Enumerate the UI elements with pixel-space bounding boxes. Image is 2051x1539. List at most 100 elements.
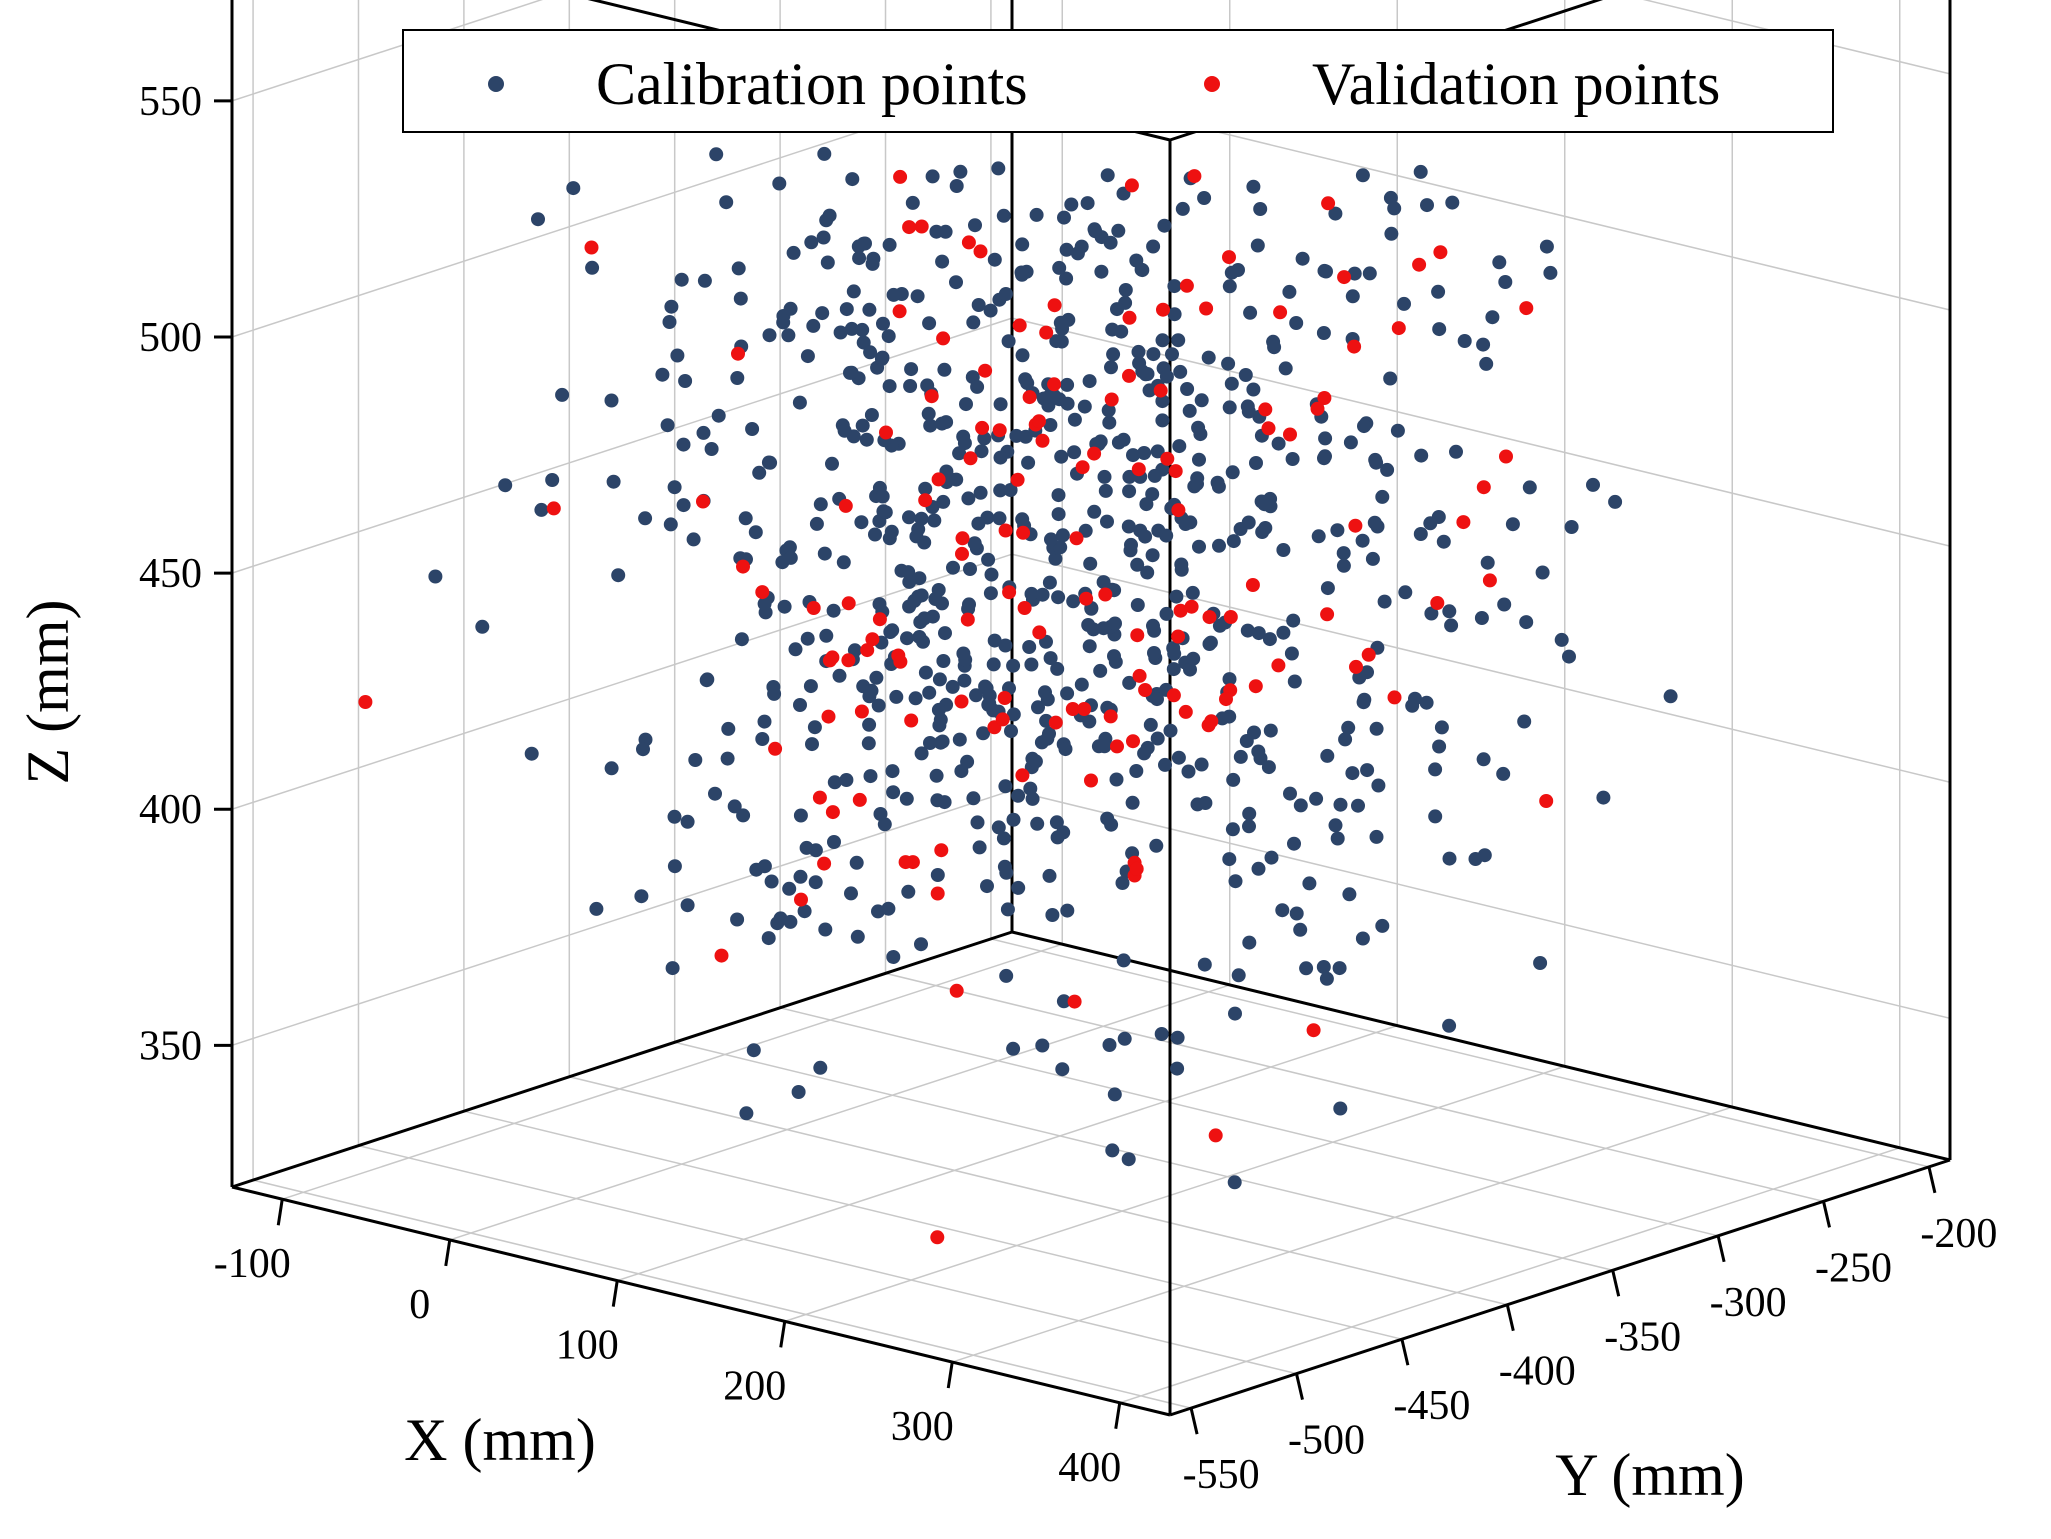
data-point bbox=[1047, 377, 1062, 392]
data-point bbox=[1543, 265, 1558, 280]
data-point bbox=[1125, 795, 1140, 810]
data-point bbox=[720, 751, 735, 766]
series-0 bbox=[428, 146, 1678, 1190]
data-point bbox=[1194, 757, 1209, 772]
data-point bbox=[1145, 548, 1160, 563]
y-tick bbox=[1505, 1304, 1515, 1332]
data-point bbox=[748, 525, 763, 540]
data-point bbox=[670, 348, 685, 363]
data-point bbox=[1375, 489, 1390, 504]
y-tick bbox=[1716, 1235, 1726, 1263]
data-point bbox=[1098, 483, 1113, 498]
data-point bbox=[817, 146, 832, 161]
data-point bbox=[1166, 688, 1181, 703]
data-point bbox=[852, 251, 867, 266]
floor-gridline-y bbox=[463, 1110, 1403, 1340]
data-point bbox=[1482, 573, 1497, 588]
data-point bbox=[1250, 238, 1265, 253]
data-point bbox=[1077, 702, 1092, 716]
data-point bbox=[1036, 391, 1051, 406]
data-point bbox=[1428, 762, 1443, 777]
data-point bbox=[819, 628, 834, 643]
data-point bbox=[738, 511, 753, 526]
y-axis-title: Y (mm) bbox=[1555, 1442, 1744, 1508]
data-point bbox=[1222, 852, 1237, 867]
data-point bbox=[1204, 714, 1219, 729]
data-point bbox=[1039, 325, 1054, 340]
data-point bbox=[1132, 356, 1147, 371]
data-point bbox=[734, 632, 749, 647]
data-point bbox=[766, 680, 781, 694]
data-point bbox=[1442, 604, 1457, 619]
data-point bbox=[1012, 318, 1027, 333]
data-point bbox=[1208, 1128, 1223, 1143]
data-point bbox=[555, 387, 570, 402]
data-point bbox=[998, 287, 1013, 301]
data-point bbox=[731, 261, 746, 276]
data-point bbox=[866, 251, 881, 266]
data-point bbox=[1137, 446, 1152, 460]
data-point bbox=[908, 691, 923, 706]
data-point bbox=[1431, 284, 1446, 299]
data-point bbox=[1287, 674, 1302, 689]
data-point bbox=[1010, 472, 1025, 487]
data-point bbox=[816, 230, 831, 245]
data-point bbox=[1102, 1038, 1117, 1052]
data-point bbox=[1449, 444, 1463, 459]
y-tick-label: -500 bbox=[1288, 1418, 1365, 1464]
data-point bbox=[1082, 374, 1097, 389]
data-point bbox=[1169, 589, 1184, 604]
data-point bbox=[1420, 198, 1434, 213]
data-point bbox=[604, 761, 619, 776]
data-point bbox=[1032, 625, 1047, 640]
data-point bbox=[696, 425, 711, 440]
data-point bbox=[1167, 279, 1182, 294]
data-point bbox=[1069, 531, 1084, 546]
data-point bbox=[1057, 210, 1071, 225]
data-point bbox=[998, 523, 1013, 538]
data-point bbox=[873, 807, 888, 821]
data-point bbox=[803, 679, 818, 694]
data-point bbox=[1157, 218, 1172, 233]
data-point bbox=[818, 922, 833, 937]
data-point bbox=[786, 245, 801, 260]
data-point bbox=[1286, 613, 1301, 628]
data-point bbox=[1243, 305, 1258, 320]
data-point bbox=[1101, 403, 1116, 418]
data-point bbox=[860, 643, 875, 658]
box-edge bbox=[1011, 930, 1951, 1162]
data-point bbox=[1156, 302, 1170, 317]
z-tick-label: 350 bbox=[139, 1023, 202, 1069]
data-point bbox=[825, 456, 839, 471]
data-point bbox=[1337, 270, 1352, 285]
data-point bbox=[949, 983, 964, 998]
data-point bbox=[1122, 675, 1137, 690]
data-point bbox=[1138, 683, 1153, 697]
data-point bbox=[987, 633, 1002, 648]
data-point bbox=[1060, 903, 1075, 918]
data-point bbox=[1377, 594, 1392, 609]
data-point bbox=[1015, 512, 1030, 527]
data-point bbox=[696, 494, 710, 509]
data-point bbox=[1015, 348, 1030, 363]
y-tick-label: -550 bbox=[1183, 1452, 1260, 1498]
data-point bbox=[893, 169, 908, 184]
data-point bbox=[1075, 460, 1090, 475]
data-point bbox=[1017, 601, 1032, 615]
data-point bbox=[708, 786, 722, 801]
y-tick bbox=[1189, 1407, 1199, 1435]
data-point bbox=[1273, 305, 1288, 320]
data-point bbox=[1468, 852, 1483, 866]
data-point bbox=[1333, 1101, 1348, 1116]
data-point bbox=[638, 511, 653, 526]
data-point bbox=[674, 272, 689, 287]
data-point bbox=[1100, 811, 1115, 826]
data-point bbox=[1293, 798, 1308, 813]
data-point bbox=[903, 379, 918, 393]
data-point bbox=[1192, 452, 1206, 467]
data-point bbox=[783, 914, 798, 929]
data-point bbox=[1000, 902, 1015, 917]
data-point bbox=[1663, 689, 1678, 704]
data-point bbox=[1114, 324, 1129, 339]
data-point bbox=[1295, 251, 1310, 266]
